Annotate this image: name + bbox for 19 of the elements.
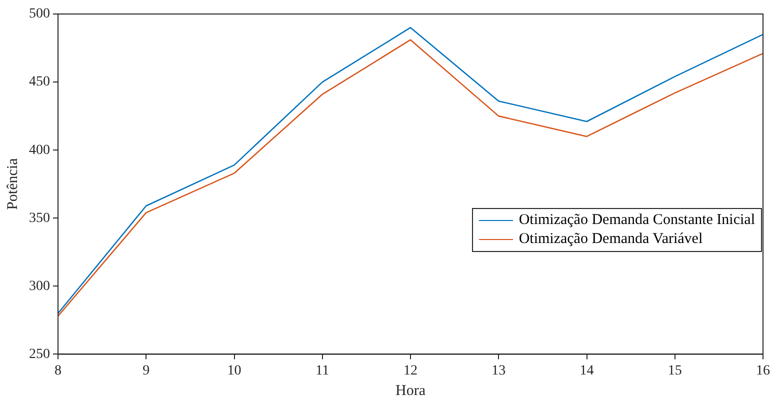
x-tick-label: 14 [580, 363, 594, 378]
y-tick-label: 500 [29, 6, 50, 22]
y-tick-label: 300 [29, 278, 50, 294]
y-tick-label: 400 [29, 142, 50, 158]
x-tick-label: 16 [756, 363, 770, 378]
x-tick-label: 11 [316, 363, 330, 378]
x-tick-label: 13 [492, 363, 506, 378]
y-tick-label: 350 [29, 210, 50, 226]
y-tick-label: 450 [29, 74, 50, 90]
legend-label: Otimização Demanda Constante Inicial [518, 211, 755, 230]
x-axis-title: Hora [396, 382, 426, 399]
x-tick-label: 15 [668, 363, 682, 378]
x-tick-label: 8 [54, 363, 62, 378]
y-axis-title: Potência [4, 158, 21, 210]
x-tick-label: 12 [404, 363, 418, 378]
x-tick-label: 9 [142, 363, 150, 378]
x-tick-label: 10 [227, 363, 242, 378]
legend-label: Otimização Demanda Variável [518, 230, 703, 250]
y-tick-label: 250 [29, 346, 50, 362]
